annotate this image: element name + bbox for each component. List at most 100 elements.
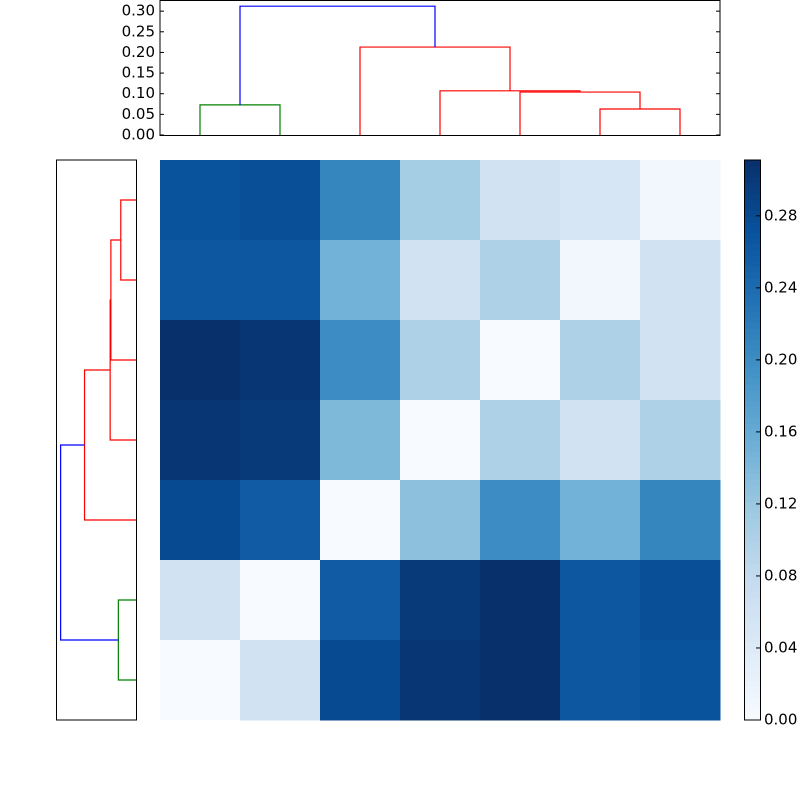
colorbar-segment — [745, 356, 760, 363]
colorbar-segment — [745, 171, 760, 178]
colorbar-segment — [745, 535, 760, 542]
colorbar-segment — [745, 406, 760, 413]
heatmap-cell — [560, 640, 641, 721]
colorbar-segment — [745, 328, 760, 335]
colorbar-segment — [745, 708, 760, 715]
colorbar-segment — [745, 507, 760, 514]
colorbar-segment — [745, 613, 760, 620]
colorbar-segment — [745, 563, 760, 570]
colorbar-segment — [745, 199, 760, 206]
heatmap-cell — [640, 400, 721, 481]
heatmap-cell — [640, 480, 721, 561]
colorbar-tick-label: 0.24 — [764, 278, 797, 296]
colorbar-tick-label: 0.28 — [764, 206, 797, 224]
colorbar-segment — [745, 512, 760, 519]
colorbar-segment — [745, 501, 760, 508]
y-tick-label: 0.00 — [122, 126, 155, 144]
dendrogram-link — [110, 239, 136, 361]
colorbar-segment — [745, 400, 760, 407]
colorbar-segment — [745, 182, 760, 189]
colorbar-segment — [745, 524, 760, 531]
colorbar-tick-label: 0.20 — [764, 350, 797, 368]
colorbar-segment — [745, 238, 760, 245]
colorbar-segment — [745, 462, 760, 469]
colorbar-segment — [745, 540, 760, 547]
colorbar-segment — [745, 188, 760, 195]
heatmap-cell — [320, 480, 401, 561]
colorbar-segment — [745, 277, 760, 284]
colorbar-segment — [745, 440, 760, 447]
heatmap-cell — [320, 400, 401, 481]
colorbar-segment — [745, 204, 760, 211]
colorbar-segment — [745, 344, 760, 351]
colorbar-segment — [745, 350, 760, 357]
colorbar-segment — [745, 636, 760, 643]
colorbar-segment — [745, 210, 760, 217]
colorbar-segment — [745, 255, 760, 262]
colorbar-segment — [745, 574, 760, 581]
heatmap-cell — [320, 240, 401, 321]
heatmap-cell — [240, 320, 321, 401]
colorbar-segment — [745, 658, 760, 665]
heatmap-cell — [480, 320, 561, 401]
heatmap-cell — [480, 160, 561, 241]
heatmap-cell — [480, 240, 561, 321]
colorbar-segment — [745, 193, 760, 200]
heatmap-cell — [560, 160, 641, 241]
colorbar-segment — [745, 664, 760, 671]
colorbar-segment — [745, 484, 760, 491]
colorbar-segment — [745, 311, 760, 318]
colorbar-segment — [745, 300, 760, 307]
colorbar-segment — [745, 608, 760, 615]
heatmap-cell — [560, 400, 641, 481]
colorbar-segment — [745, 585, 760, 592]
colorbar-segment — [745, 384, 760, 391]
colorbar-segment — [745, 266, 760, 273]
dendrogram-link — [117, 599, 136, 681]
colorbar-segment — [745, 176, 760, 183]
colorbar-segment — [745, 546, 760, 553]
colorbar-segment — [745, 283, 760, 290]
heatmap-cell — [480, 480, 561, 561]
colorbar-segment — [745, 244, 760, 251]
colorbar-segment — [745, 412, 760, 419]
colorbar-tick-label: 0.04 — [764, 638, 797, 656]
colorbar-tick-label: 0.12 — [764, 494, 797, 512]
colorbar-segment — [745, 333, 760, 340]
heatmap-cell — [560, 560, 641, 641]
heatmap-cell — [240, 160, 321, 241]
colorbar-segment — [745, 596, 760, 603]
colorbar-segment — [745, 518, 760, 525]
colorbar-segment — [745, 669, 760, 676]
colorbar-segment — [745, 272, 760, 279]
colorbar-segment — [745, 624, 760, 631]
left-dendrogram-frame — [56, 159, 137, 721]
top-dendrogram-frame — [159, 0, 721, 136]
heatmap-cell — [400, 320, 481, 401]
colorbar-segment — [745, 395, 760, 402]
colorbar-tick-label: 0.16 — [764, 422, 797, 440]
dendrogram-link — [239, 5, 436, 105]
colorbar-segment — [745, 260, 760, 267]
heatmap-cell — [160, 160, 241, 241]
y-tick-label: 0.10 — [122, 84, 155, 102]
y-tick-label: 0.05 — [122, 105, 155, 123]
heatmap-cell — [240, 400, 321, 481]
colorbar-segment — [745, 232, 760, 239]
colorbar-segment — [745, 557, 760, 564]
heatmap-cell — [480, 640, 561, 721]
colorbar-segment — [745, 680, 760, 687]
colorbar-segment — [745, 221, 760, 228]
colorbar-segment — [745, 428, 760, 435]
colorbar-segment — [745, 552, 760, 559]
dendrogram-link — [109, 299, 136, 441]
dendrogram-link — [60, 444, 119, 641]
heatmap-cell — [640, 240, 721, 321]
colorbar-segment — [745, 652, 760, 659]
colorbar-segment — [745, 305, 760, 312]
heatmap-cell — [560, 240, 641, 321]
heatmap-cell — [640, 160, 721, 241]
dendrogram-link — [199, 104, 281, 135]
heatmap-cell — [560, 480, 641, 561]
